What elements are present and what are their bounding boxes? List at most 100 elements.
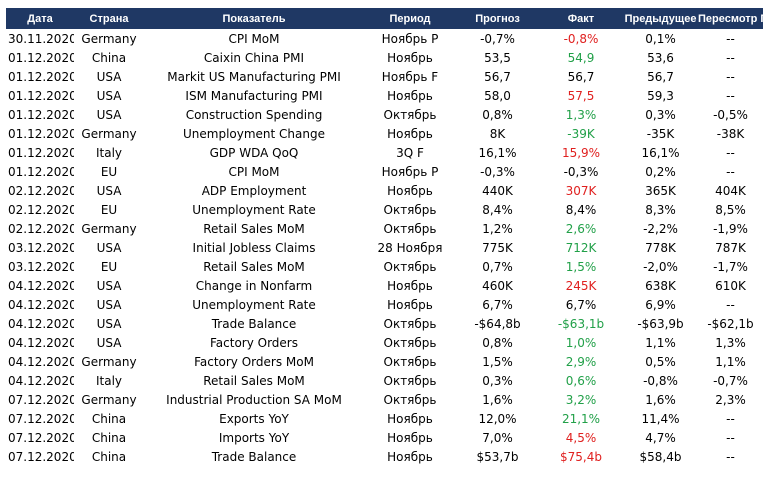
- cell-country: Germany: [81, 126, 137, 141]
- cell-revision: 2,3%: [715, 392, 746, 407]
- cell-date: 02.12.2020: [8, 221, 74, 236]
- cell-forecast: 8,4%: [482, 202, 513, 217]
- cell-period: Ноябрь: [387, 449, 433, 464]
- table-body: 30.11.2020 Germany CPI MoM Ноябрь P -0,7% -0,…: [6, 29, 763, 466]
- cell-actual: 21,1%: [561, 411, 601, 426]
- cell-forecast: 53,5: [484, 50, 511, 65]
- cell-forecast: 1,2%: [482, 221, 513, 236]
- table-row: 07.12.2020 China Exports YoY Ноябрь 12,0% 21,…: [6, 409, 763, 428]
- cell-period: Ноябрь: [387, 126, 433, 141]
- cell-indicator: ADP Employment: [201, 183, 307, 198]
- cell-country: China: [91, 449, 127, 464]
- cell-period: Октябрь: [383, 221, 437, 236]
- cell-date: 01.12.2020: [8, 145, 74, 160]
- cell-actual: 4,5%: [565, 430, 597, 445]
- cell-forecast: -$64,8b: [474, 316, 521, 331]
- table-row: 01.12.2020 China Caixin China PMI Ноябрь 53,…: [6, 48, 763, 67]
- cell-country: Germany: [81, 392, 137, 407]
- table-row: 01.12.2020 USA ISM Manufacturing PMI Ноябрь…: [6, 86, 763, 105]
- table-row: 02.12.2020 EU Unemployment Rate Октябрь 8,4%…: [6, 200, 763, 219]
- cell-date: 03.12.2020: [8, 259, 74, 274]
- cell-forecast: 0,8%: [482, 107, 513, 122]
- cell-actual: 245K: [565, 278, 597, 293]
- cell-revision: 1,1%: [715, 354, 746, 369]
- cell-indicator: Trade Balance: [211, 449, 297, 464]
- economic-calendar-table: Дата Страна Показатель Период Прогноз Фа…: [6, 8, 768, 466]
- table-row: 01.12.2020 USA Markit US Manufacturing PMI…: [6, 67, 763, 86]
- header-revision: Пересмотр Пр.: [698, 8, 768, 29]
- cell-previous: 4,7%: [645, 430, 676, 445]
- cell-indicator: Retail Sales MoM: [203, 259, 305, 274]
- cell-revision: --: [726, 411, 735, 426]
- cell-indicator: Initial Jobless Claims: [192, 240, 316, 255]
- cell-period: Октябрь: [383, 107, 437, 122]
- cell-previous: $58,4b: [639, 449, 682, 464]
- cell-actual: 6,7%: [565, 297, 597, 312]
- cell-country: EU: [100, 164, 118, 179]
- cell-previous: -2,0%: [643, 259, 678, 274]
- cell-country: USA: [96, 278, 122, 293]
- cell-revision: -38K: [716, 126, 745, 141]
- cell-date: 04.12.2020: [8, 335, 74, 350]
- table-row: 01.12.2020 Germany Unemployment Change Нояб…: [6, 124, 763, 143]
- cell-country: USA: [96, 88, 122, 103]
- table-row: 04.12.2020 USA Unemployment Rate Ноябрь 6,7%…: [6, 295, 763, 314]
- cell-forecast: 58,0: [484, 88, 511, 103]
- cell-revision: 8,5%: [715, 202, 746, 217]
- cell-previous: 0,1%: [645, 31, 676, 46]
- cell-indicator: Industrial Production SA MoM: [166, 392, 342, 407]
- cell-revision: -1,7%: [713, 259, 748, 274]
- cell-previous: 8,3%: [645, 202, 676, 217]
- cell-date: 01.12.2020: [8, 88, 74, 103]
- cell-country: China: [91, 411, 127, 426]
- cell-previous: 59,3: [647, 88, 674, 103]
- table-row: 04.12.2020 USA Factory Orders Октябрь 0,8% 1,…: [6, 333, 763, 352]
- cell-country: China: [91, 430, 127, 445]
- cell-revision: --: [726, 31, 735, 46]
- cell-forecast: -0,7%: [480, 31, 515, 46]
- cell-revision: -0,5%: [713, 107, 748, 122]
- header-actual: Факт: [539, 8, 623, 29]
- cell-indicator: Trade Balance: [211, 316, 297, 331]
- cell-date: 01.12.2020: [8, 69, 74, 84]
- table-row: 01.12.2020 EU CPI MoM Ноябрь P -0,3% -0,3% 0,2…: [6, 162, 763, 181]
- cell-previous: 365K: [645, 183, 676, 198]
- cell-forecast: 1,6%: [482, 392, 513, 407]
- header-row: Дата Страна Показатель Период Прогноз Фа…: [6, 8, 768, 29]
- cell-country: USA: [96, 240, 122, 255]
- cell-actual: 2,6%: [565, 221, 597, 236]
- cell-period: Ноябрь P: [381, 164, 439, 179]
- cell-forecast: 8K: [489, 126, 506, 141]
- table-row: 30.11.2020 Germany CPI MoM Ноябрь P -0,7% -0,…: [6, 29, 763, 48]
- cell-actual: -$63,1b: [557, 316, 605, 331]
- cell-previous: 1,1%: [645, 335, 676, 350]
- cell-country: USA: [96, 183, 122, 198]
- cell-previous: 778K: [645, 240, 676, 255]
- header-date: Дата: [6, 8, 74, 29]
- table-row: 04.12.2020 USA Trade Balance Октябрь -$64,8b…: [6, 314, 763, 333]
- cell-previous: -35K: [646, 126, 675, 141]
- cell-revision: 610K: [715, 278, 746, 293]
- cell-period: Ноябрь: [387, 50, 433, 65]
- cell-date: 07.12.2020: [8, 430, 74, 445]
- cell-country: Italy: [95, 373, 123, 388]
- cell-indicator: Unemployment Rate: [192, 202, 316, 217]
- cell-previous: 1,6%: [645, 392, 676, 407]
- cell-forecast: -0,3%: [480, 164, 515, 179]
- cell-period: Ноябрь F: [381, 69, 439, 84]
- header-country: Страна: [74, 8, 144, 29]
- cell-actual: 1,0%: [565, 335, 597, 350]
- cell-date: 07.12.2020: [8, 449, 74, 464]
- cell-period: Октябрь: [383, 354, 437, 369]
- cell-date: 04.12.2020: [8, 373, 74, 388]
- cell-revision: 1,3%: [715, 335, 746, 350]
- cell-revision: --: [726, 430, 735, 445]
- cell-period: 28 Ноября: [377, 240, 443, 255]
- cell-revision: --: [726, 88, 735, 103]
- cell-date: 07.12.2020: [8, 411, 74, 426]
- cell-date: 04.12.2020: [8, 316, 74, 331]
- table-row: 07.12.2020 Germany Industrial Production S…: [6, 390, 763, 409]
- cell-indicator: Retail Sales MoM: [203, 221, 305, 236]
- table-row: 01.12.2020 USA Construction Spending Октябр…: [6, 105, 763, 124]
- cell-period: 3Q F: [396, 145, 424, 160]
